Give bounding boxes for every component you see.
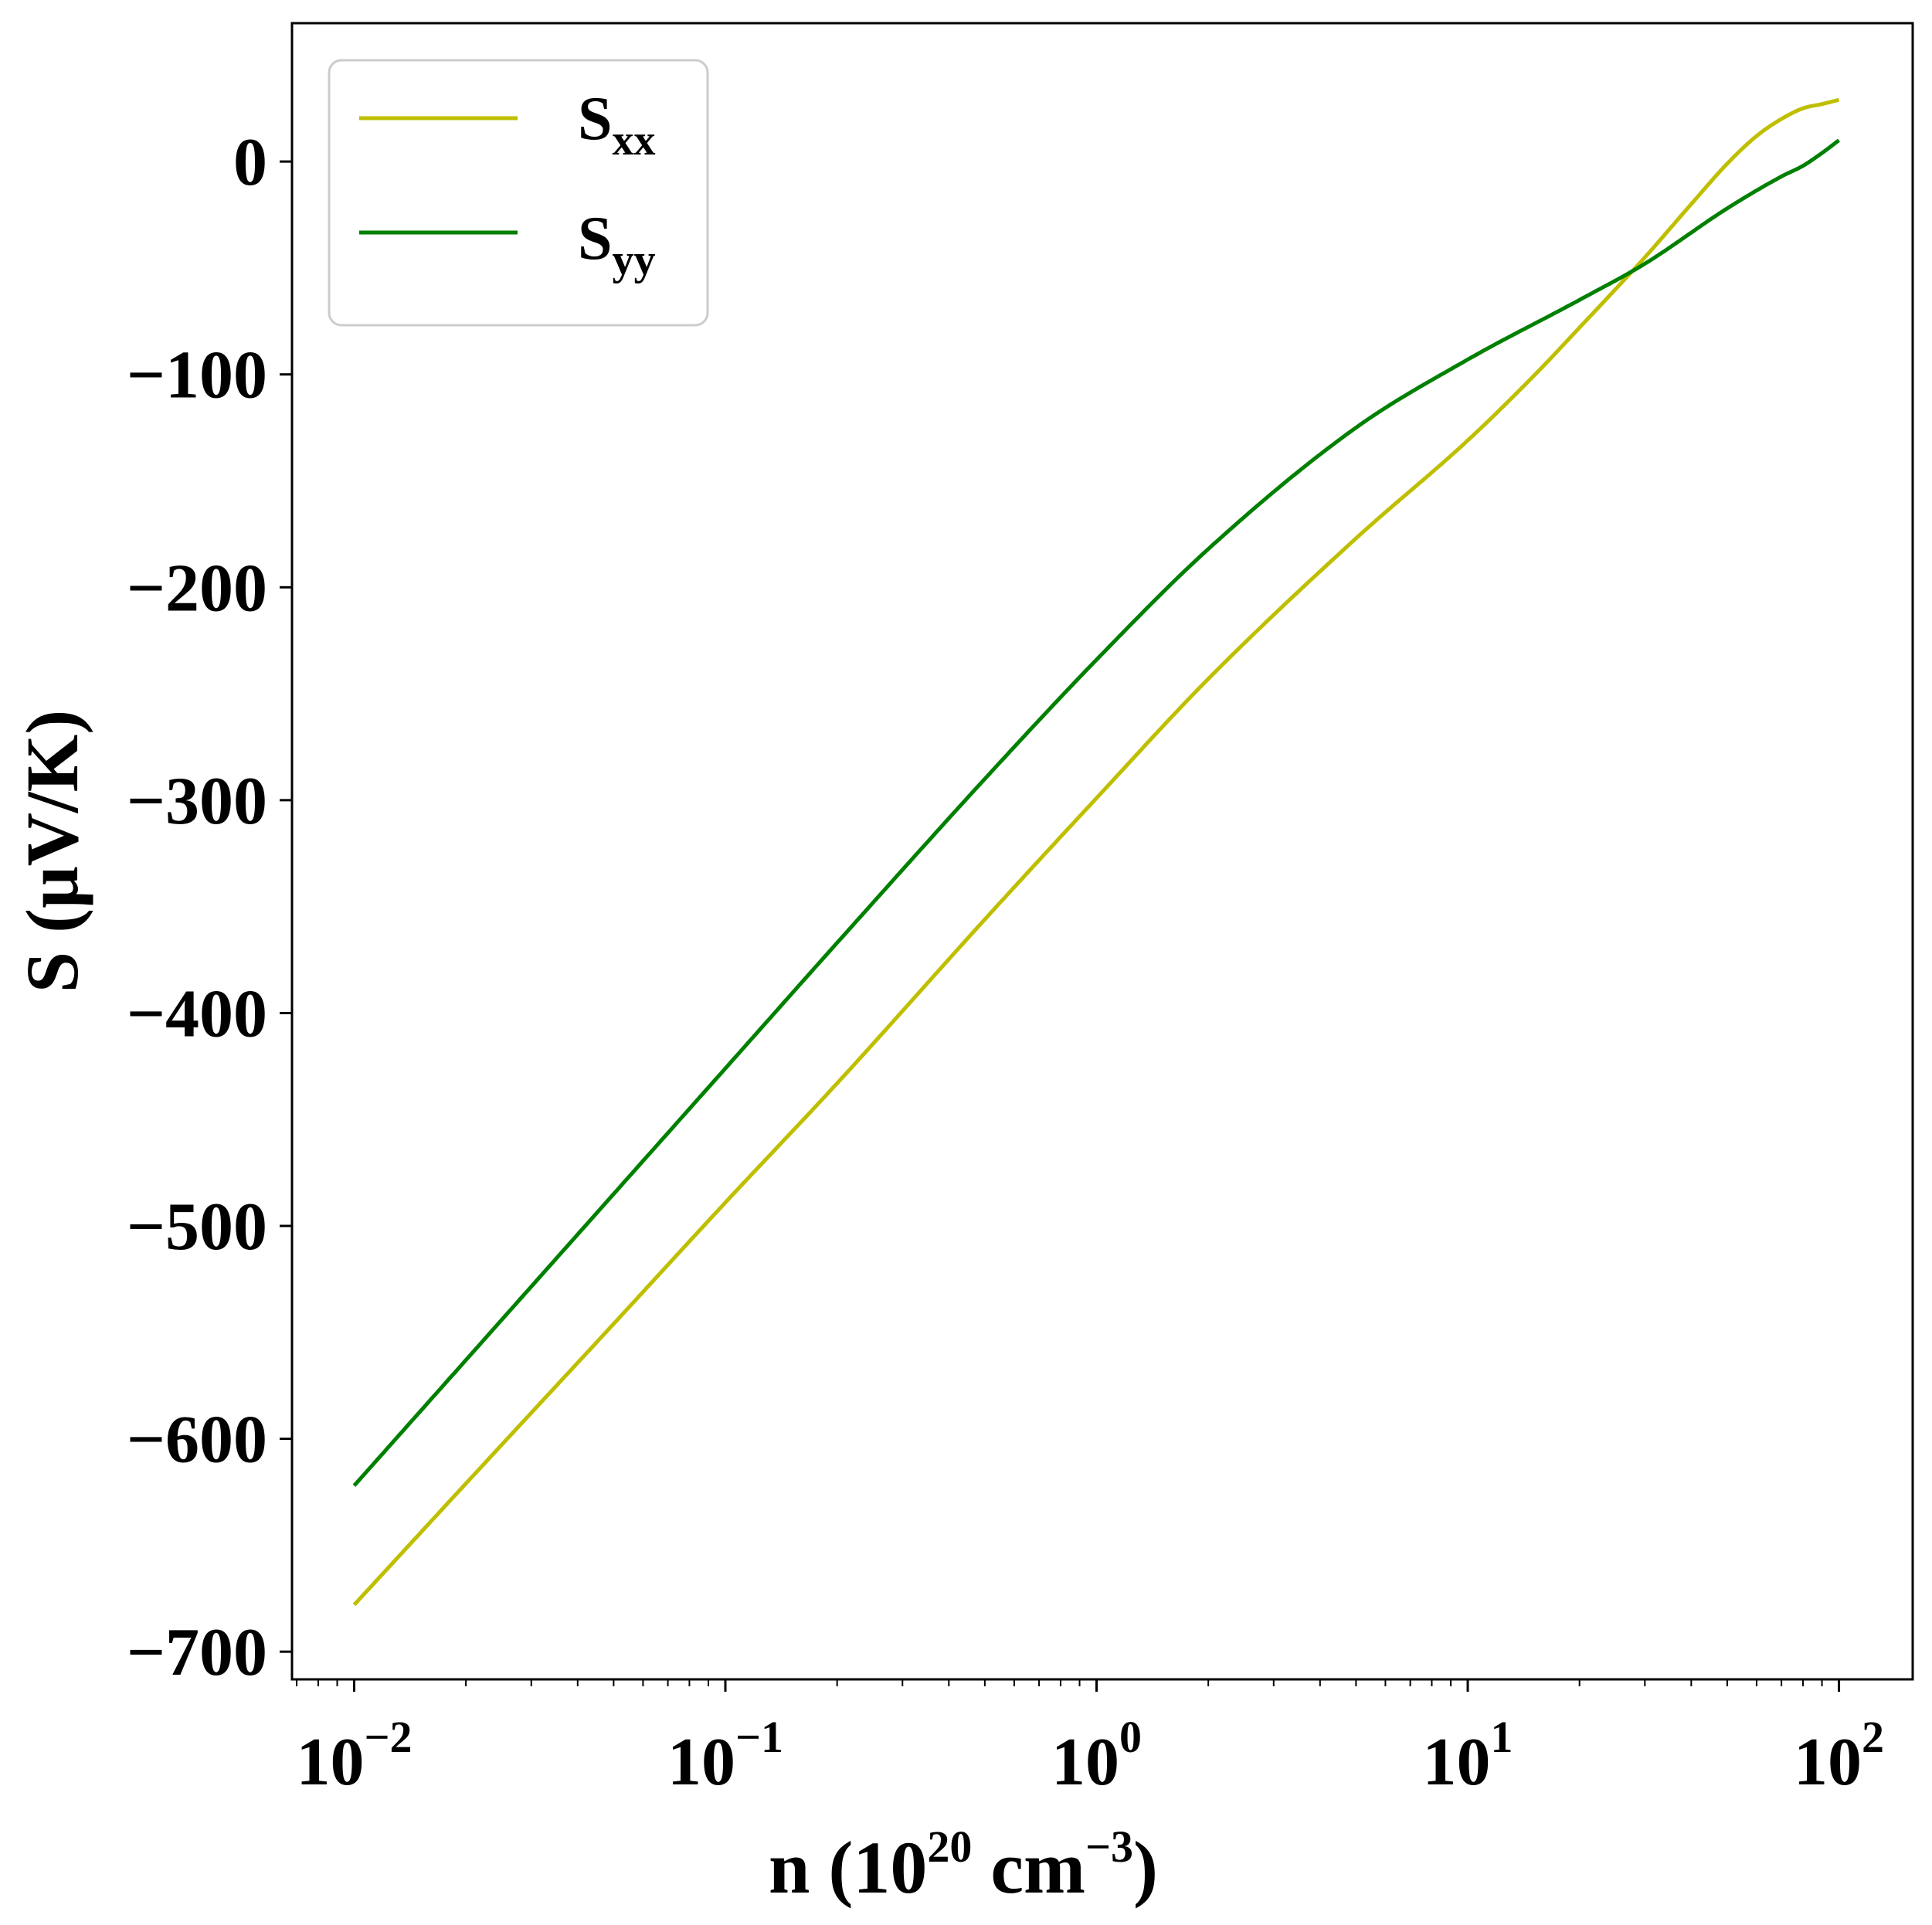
x-tick-label: 100 (1051, 1712, 1142, 1800)
x-axis-label-exponent1: 20 (927, 1821, 972, 1872)
x-axis-label-part1: n (10 (769, 1826, 927, 1909)
y-tick-label: −200 (127, 551, 267, 626)
y-tick-label: −600 (127, 1403, 267, 1478)
series-line-yy (352, 138, 1840, 1487)
x-axis-label: n (1020 cm−3) (769, 1821, 1158, 1909)
plot-frame (290, 22, 1914, 1681)
x-tick-label: 10−1 (667, 1712, 783, 1800)
x-tick-label: 101 (1423, 1712, 1513, 1800)
tick-labels: 0 −100 −200 −300 −400 −500 −600 −700 10−2 10−1 100… (127, 125, 1884, 1800)
x-axis-label-part2: cm (972, 1826, 1085, 1909)
y-tick-label: −500 (127, 1190, 267, 1265)
series-line-xx (352, 97, 1840, 1607)
legend-label-syy: Syy (578, 205, 656, 284)
x-tick-label: 102 (1794, 1712, 1884, 1800)
legend: Sxx Syy (328, 59, 709, 327)
curves (352, 97, 1840, 1607)
y-tick-label: 0 (233, 125, 267, 200)
legend-box (328, 59, 709, 327)
y-tick-label: −400 (127, 976, 267, 1051)
x-axis-label-exponent2: −3 (1085, 1821, 1133, 1872)
y-tick-label: −100 (127, 338, 267, 413)
legend-label-sxx: Sxx (578, 85, 656, 165)
y-tick-label: −300 (127, 764, 267, 839)
x-tick-label: 10−2 (296, 1712, 412, 1800)
x-axis-label-part3: ) (1133, 1826, 1158, 1909)
axis-ticks (280, 160, 1841, 1692)
y-tick-label: −700 (127, 1615, 267, 1690)
y-axis-label: S (μV/K) (11, 710, 93, 993)
